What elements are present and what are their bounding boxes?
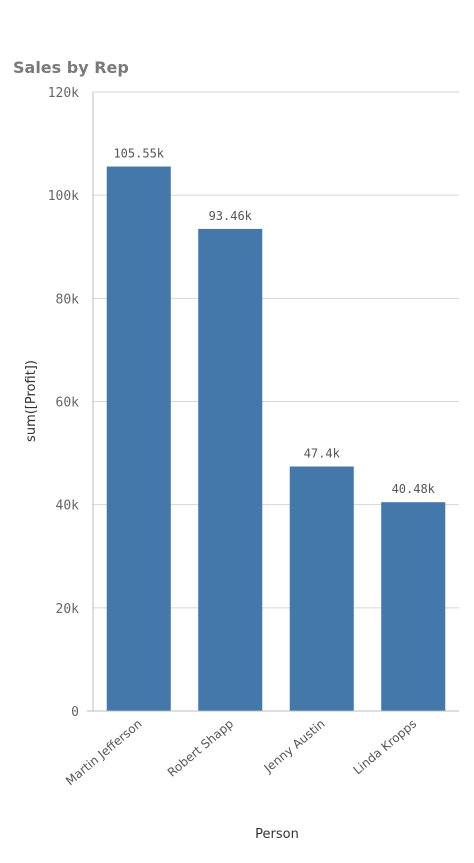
data-labels: 105.55k 93.46k 47.4k 40.48k [113, 147, 435, 497]
y-tick-label: 20k [56, 602, 80, 617]
y-axis-title: sum([Profit]) [24, 360, 39, 442]
data-label: 47.4k [304, 446, 341, 460]
y-tick-label: 40k [56, 499, 80, 514]
y-tick-label: 100k [48, 189, 79, 204]
x-axis-title: Person [255, 827, 299, 842]
bar[interactable] [106, 166, 171, 712]
y-tick-labels: 0 20k 40k 60k 80k 100k 120k [48, 86, 79, 720]
data-label: 40.48k [392, 482, 436, 496]
y-tick-label: 80k [56, 292, 80, 307]
bar[interactable] [381, 502, 446, 711]
category-label: Martin Jefferson [63, 717, 145, 789]
y-tick-label: 120k [48, 86, 79, 101]
chart-title: Sales by Rep [13, 58, 129, 77]
bar[interactable] [198, 228, 263, 711]
category-label: Linda Kropps [351, 717, 420, 778]
category-labels: Martin Jefferson Robert Shapp Jenny Austin… [63, 717, 419, 789]
category-label: Robert Shapp [165, 717, 236, 780]
data-label: 93.46k [209, 209, 253, 223]
data-label: 105.55k [113, 147, 164, 161]
bar[interactable] [289, 466, 354, 711]
y-tick-label: 60k [56, 396, 80, 411]
y-tick-label: 0 [71, 705, 79, 720]
category-label: Jenny Austin [261, 717, 328, 776]
bars [106, 166, 446, 712]
